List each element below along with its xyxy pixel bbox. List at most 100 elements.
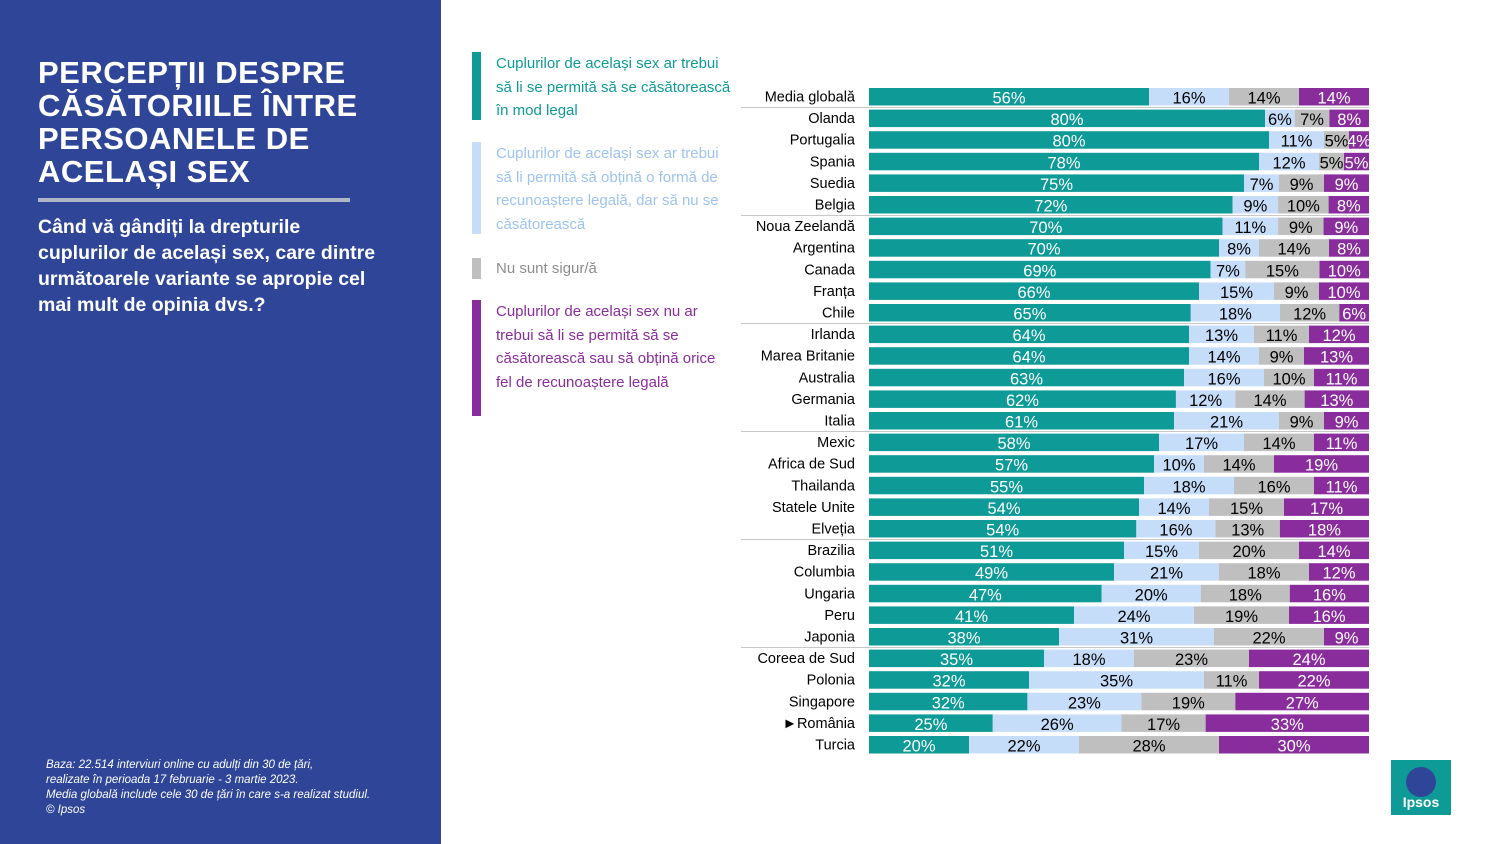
bar-segment bbox=[1304, 347, 1369, 365]
bar-segment bbox=[1139, 498, 1209, 516]
data-label: 20% bbox=[902, 738, 935, 756]
data-label: 54% bbox=[987, 500, 1020, 518]
data-label: 7% bbox=[1300, 111, 1324, 129]
data-label: 80% bbox=[1051, 111, 1084, 129]
data-label: 61% bbox=[1005, 414, 1038, 432]
data-label: 13% bbox=[1320, 392, 1353, 410]
data-label: 63% bbox=[1010, 370, 1043, 388]
bar-segment bbox=[1324, 131, 1349, 149]
data-label: 4% bbox=[1347, 133, 1371, 151]
country-label: Media globală bbox=[765, 90, 856, 106]
bar-segment bbox=[869, 152, 1259, 171]
bar-segment bbox=[1200, 584, 1290, 603]
bar-segment bbox=[1324, 628, 1369, 646]
legend-swatch bbox=[472, 300, 481, 416]
bar-segment bbox=[1189, 325, 1254, 344]
data-label: 10% bbox=[1162, 457, 1195, 475]
legend-swatch bbox=[472, 142, 481, 234]
data-label: 32% bbox=[932, 673, 965, 691]
data-label: 21% bbox=[1210, 414, 1243, 432]
data-label: 11% bbox=[1326, 370, 1358, 388]
data-label: 14% bbox=[1157, 500, 1190, 518]
data-label: 14% bbox=[1247, 90, 1280, 108]
country-label: Franța bbox=[813, 284, 856, 300]
footnote-line: © Ipsos bbox=[46, 804, 86, 816]
bar-segment bbox=[1259, 239, 1329, 257]
legend-item-recognition: Cuplurilor de același sex ar trebui să l… bbox=[472, 142, 734, 236]
bar-segment bbox=[1044, 649, 1134, 668]
data-label: 47% bbox=[969, 586, 1002, 604]
data-label: 75% bbox=[1040, 176, 1073, 194]
data-label: 14% bbox=[1317, 543, 1350, 561]
data-label: 12% bbox=[1322, 565, 1355, 583]
data-label: 35% bbox=[940, 651, 973, 669]
bar-segment bbox=[1314, 368, 1369, 387]
country-label: Suedia bbox=[810, 176, 856, 192]
bar-segment bbox=[1278, 196, 1329, 214]
bar-segment bbox=[1101, 584, 1201, 603]
legend-item-marry: Cuplurilor de același sex ar trebui să l… bbox=[472, 52, 734, 122]
data-label: 22% bbox=[1252, 630, 1285, 648]
bar-segment bbox=[1144, 476, 1234, 495]
data-label: 64% bbox=[1012, 327, 1045, 345]
country-label: Columbia bbox=[794, 565, 856, 581]
survey-question: Când vă gândiți la drepturile cuplurilor… bbox=[38, 216, 376, 316]
data-label: 32% bbox=[932, 694, 965, 712]
bar-segment bbox=[1278, 217, 1324, 236]
data-label: 9% bbox=[1290, 176, 1314, 194]
bar-segment bbox=[1265, 109, 1295, 128]
data-label: 27% bbox=[1286, 694, 1319, 712]
bar-segment bbox=[1121, 714, 1206, 732]
bar-segment bbox=[1245, 260, 1320, 279]
data-label: 41% bbox=[955, 608, 988, 626]
bar-segment bbox=[869, 714, 993, 732]
data-label: 15% bbox=[1145, 543, 1178, 561]
bar-segment bbox=[869, 196, 1233, 214]
footnote-line: Media globală include cele 30 de țări în… bbox=[46, 789, 371, 801]
bar-segment bbox=[1279, 520, 1369, 538]
country-label: Noua Zeelandă bbox=[756, 219, 856, 235]
country-label: Thailanda bbox=[791, 478, 856, 494]
data-label: 31% bbox=[1120, 630, 1153, 648]
country-label: Chile bbox=[822, 306, 855, 322]
bar-segment bbox=[869, 541, 1124, 560]
data-label: 8% bbox=[1337, 198, 1361, 216]
bar-segment bbox=[1199, 541, 1299, 560]
bar-segment bbox=[869, 736, 969, 754]
data-label: 11% bbox=[1281, 133, 1313, 151]
bar-segment bbox=[869, 476, 1144, 495]
bar-segment bbox=[869, 131, 1269, 149]
bar-segment bbox=[1235, 390, 1305, 408]
country-label: Polonia bbox=[807, 673, 856, 689]
bar-segment bbox=[1209, 498, 1284, 516]
bar-segment bbox=[1309, 563, 1369, 581]
data-label: 7% bbox=[1250, 176, 1274, 194]
bar-segment bbox=[1189, 347, 1259, 365]
data-label: 65% bbox=[1013, 306, 1046, 324]
bar-segment bbox=[1324, 174, 1369, 192]
ipsos-logo: Ipsos bbox=[1391, 760, 1451, 815]
bar-segment bbox=[1259, 152, 1319, 171]
data-label: 14% bbox=[1317, 90, 1350, 108]
data-label: 11% bbox=[1216, 673, 1248, 691]
country-label: Canada bbox=[804, 262, 856, 278]
data-label: 33% bbox=[1271, 716, 1304, 734]
data-label: 13% bbox=[1231, 522, 1264, 540]
data-label: 9% bbox=[1270, 349, 1294, 367]
data-label: 20% bbox=[1135, 586, 1168, 604]
bar-segment bbox=[1279, 174, 1324, 192]
country-label: Peru bbox=[824, 608, 855, 624]
data-label: 19% bbox=[1225, 608, 1258, 626]
data-label: 70% bbox=[1029, 219, 1062, 237]
bar-segment bbox=[1329, 109, 1369, 128]
data-label: 72% bbox=[1034, 198, 1067, 216]
data-label: 13% bbox=[1205, 327, 1238, 345]
legend-swatch bbox=[472, 52, 481, 120]
data-label: 14% bbox=[1253, 392, 1286, 410]
country-label: Australia bbox=[799, 370, 856, 386]
legend-item-against: Cuplurilor de același sex nu ar trebui s… bbox=[472, 300, 734, 418]
data-label: 16% bbox=[1159, 522, 1192, 540]
data-label: 10% bbox=[1328, 262, 1361, 280]
country-label: Germania bbox=[791, 392, 856, 408]
bar-segment bbox=[869, 88, 1149, 106]
